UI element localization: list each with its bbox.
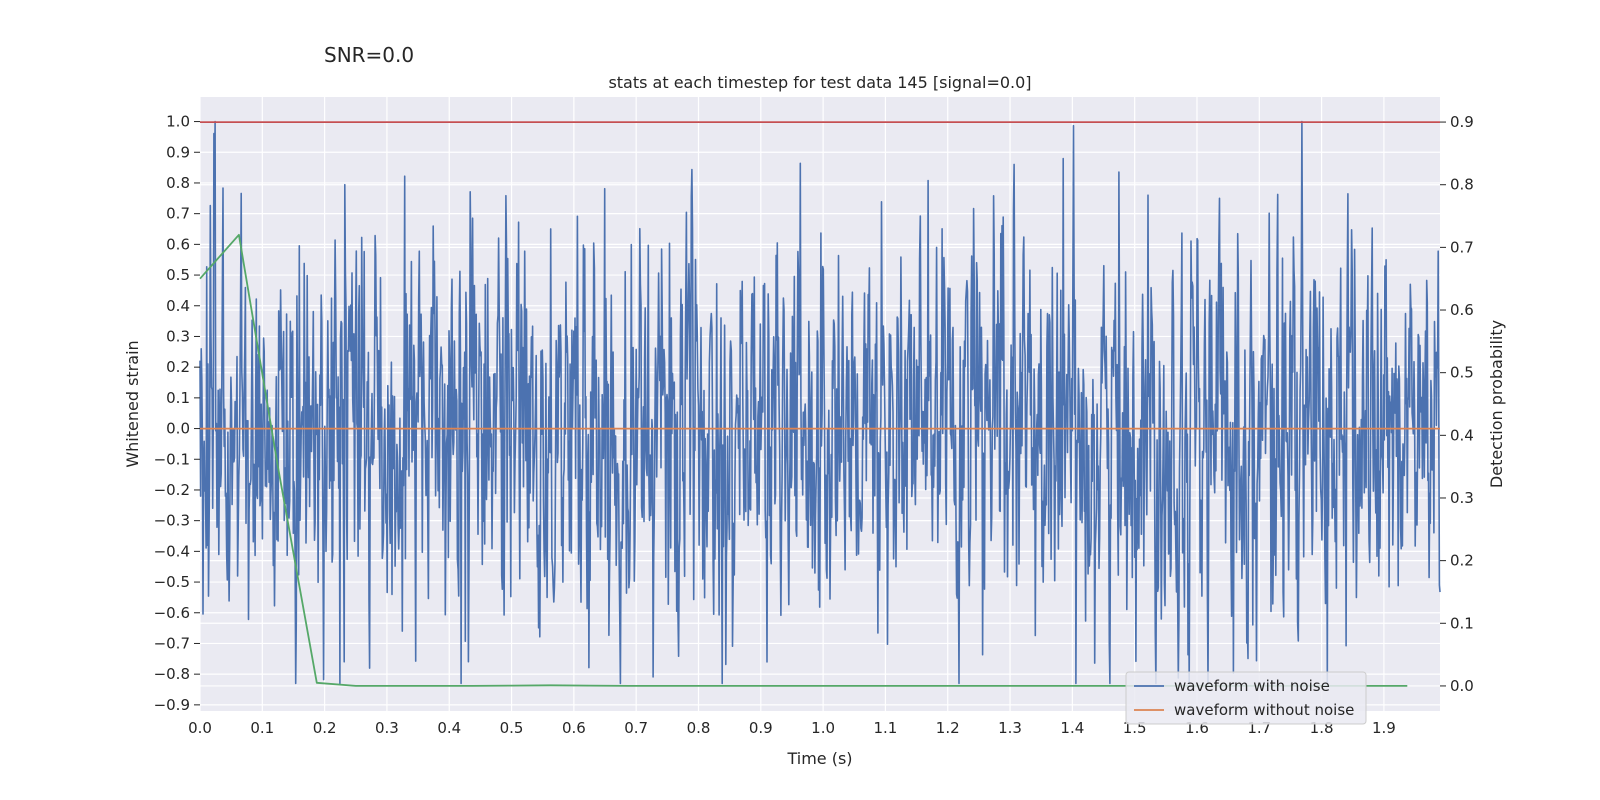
y-tick-label: −0.7 [154,634,190,652]
legend-label-noise: waveform with noise [1174,677,1330,695]
x-tick-label: 0.2 [313,719,337,737]
y-axis-label: Whitened strain [123,340,142,467]
y-tick-label: −0.2 [154,481,190,499]
y-tick-label: −0.8 [154,665,190,683]
x-tick-label: 1.4 [1060,719,1084,737]
x-tick-label: 1.1 [873,719,897,737]
y2-tick-label: 0.7 [1450,238,1474,256]
x-tick-label: 0.7 [624,719,648,737]
y-tick-label: 0.0 [166,420,190,438]
chart-suptitle: SNR=0.0 [324,43,414,67]
y-tick-label: 0.2 [166,358,190,376]
y-tick-label: 0.3 [166,327,190,345]
y-tick-label: −0.9 [154,696,190,714]
x-tick-label: 0.9 [749,719,773,737]
y2-axis-ticks: 0.9 0.8 0.7 0.6 0.5 0.4 0.3 0.2 0.1 0.0 [1440,113,1474,695]
legend-box [1125,671,1367,725]
y2-tick-label: 0.3 [1450,489,1474,507]
x-tick-label: 1.3 [998,719,1022,737]
y-tick-label: 0.9 [166,143,190,161]
y-tick-label: 0.1 [166,389,190,407]
y-tick-label: 0.4 [166,297,190,315]
y-tick-label: 0.7 [166,205,190,223]
x-tick-label: 0.8 [687,719,711,737]
x-tick-label: 1.9 [1372,719,1396,737]
y-tick-label: 0.5 [166,266,190,284]
y2-tick-label: 0.1 [1450,614,1474,632]
y-tick-label: 0.8 [166,174,190,192]
x-tick-label: 0.1 [250,719,274,737]
y-tick-label: −0.5 [154,573,190,591]
y2-tick-label: 0.2 [1450,552,1474,570]
y2-tick-label: 0.4 [1450,426,1474,444]
y2-tick-label: 0.5 [1450,364,1474,382]
x-tick-label: 1.2 [936,719,960,737]
chart-title: stats at each timestep for test data 145… [608,73,1031,92]
y2-axis-label: Detection probability [1487,320,1506,488]
y-tick-label: 0.6 [166,235,190,253]
y-tick-label: −0.1 [154,450,190,468]
series-line-waveform-with-noise [199,120,1441,685]
legend: waveform with noise waveform without noi… [1125,671,1367,725]
x-tick-label: 0.3 [375,719,399,737]
y2-tick-label: 0.8 [1450,176,1474,194]
x-tick-label: 0.5 [500,719,524,737]
y-tick-label: −0.6 [154,604,190,622]
y2-tick-label: 0.6 [1450,301,1474,319]
series-layer [199,120,1441,687]
y-tick-label: −0.4 [154,542,190,560]
x-axis-label: Time (s) [786,749,852,768]
legend-label-clean: waveform without noise [1174,701,1354,719]
y2-tick-label: 0.0 [1450,677,1474,695]
x-tick-label: 0.4 [437,719,461,737]
y2-tick-label: 0.9 [1450,113,1474,131]
x-tick-label: 0.6 [562,719,586,737]
y-tick-label: 1.0 [166,113,190,131]
y-tick-label: −0.3 [154,512,190,530]
y-axis-ticks: 1.0 0.9 0.8 0.7 0.6 0.5 0.4 0.3 0.2 0.1 0.0 −0.1 −0.… [154,113,200,714]
x-tick-label: 0.0 [188,719,212,737]
x-tick-label: 1.0 [811,719,835,737]
